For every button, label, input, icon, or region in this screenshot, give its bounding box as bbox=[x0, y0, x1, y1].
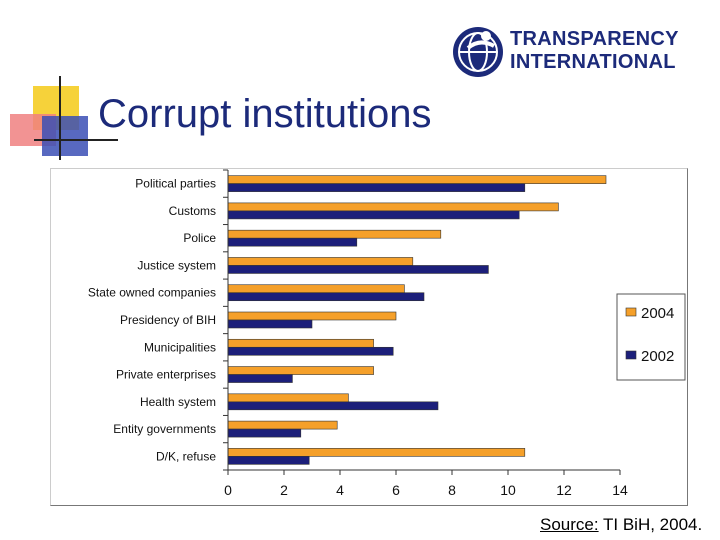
bar-2004-7 bbox=[227, 338, 374, 348]
category-label: State owned companies bbox=[88, 286, 216, 300]
bar-2004-8 bbox=[227, 366, 374, 375]
bar-2004-4 bbox=[227, 257, 414, 266]
category-label: D/K, refuse bbox=[156, 449, 216, 463]
bar-2002-4 bbox=[227, 265, 489, 274]
bar-2002-2 bbox=[227, 210, 520, 220]
x-tick-label: 8 bbox=[448, 482, 456, 498]
bar-2002-10 bbox=[227, 428, 302, 438]
bar-2002-6 bbox=[227, 319, 313, 329]
bar-2002-5 bbox=[227, 292, 425, 302]
source-label: Source: bbox=[540, 515, 599, 534]
bar-2004-11 bbox=[227, 448, 526, 457]
bar-2004-5 bbox=[227, 284, 405, 294]
globe-figure-icon bbox=[453, 27, 503, 77]
category-label: Presidency of BIH bbox=[120, 313, 216, 327]
category-label: Private enterprises bbox=[116, 368, 216, 382]
slide-title: Corrupt institutions bbox=[98, 92, 432, 136]
title-decoration bbox=[10, 76, 118, 160]
legend-label-2002: 2002 bbox=[641, 348, 674, 365]
category-label: Police bbox=[183, 231, 216, 245]
bar-2004-3 bbox=[227, 229, 442, 239]
x-tick-label: 10 bbox=[500, 482, 516, 498]
bar-2004-6 bbox=[227, 311, 397, 321]
category-label: Political parties bbox=[135, 177, 216, 191]
transparency-international-logo: TRANSPARENCY INTERNATIONAL bbox=[450, 22, 700, 82]
x-tick-label: 6 bbox=[392, 482, 400, 498]
category-label: Municipalities bbox=[144, 340, 216, 354]
bar-2002-11 bbox=[227, 456, 310, 465]
category-label: Customs bbox=[169, 204, 216, 218]
legend-swatch-2004 bbox=[625, 307, 637, 317]
bar-2004-10 bbox=[227, 420, 338, 430]
legend-label-2004: 2004 bbox=[641, 305, 674, 322]
chart-frame bbox=[50, 168, 688, 506]
bar-2004-2 bbox=[227, 202, 559, 212]
category-label: Entity governments bbox=[113, 422, 216, 436]
category-label: Justice system bbox=[137, 258, 216, 272]
x-tick-label: 14 bbox=[612, 482, 628, 498]
x-tick-label: 2 bbox=[280, 482, 288, 498]
bar-2002-7 bbox=[227, 346, 394, 356]
bar-2004-9 bbox=[227, 393, 349, 403]
logo-line-2: INTERNATIONAL bbox=[510, 51, 676, 73]
x-tick-label: 12 bbox=[556, 482, 572, 498]
bar-2002-3 bbox=[227, 237, 358, 247]
legend-swatch-2002 bbox=[625, 350, 637, 360]
x-tick-label: 0 bbox=[224, 482, 232, 498]
x-tick-label: 4 bbox=[336, 482, 344, 498]
category-label: Health system bbox=[140, 395, 216, 409]
bar-2002-1 bbox=[227, 183, 526, 192]
logo-line-1: TRANSPARENCY bbox=[510, 28, 679, 50]
source-text: TI BiH, 2004. bbox=[598, 515, 703, 534]
source-note: Source: TI BiH, 2004. bbox=[540, 515, 702, 535]
deco-blue-square bbox=[42, 116, 88, 156]
bar-2002-8 bbox=[227, 374, 293, 383]
bar-2004-1 bbox=[227, 175, 607, 184]
bar-2002-9 bbox=[227, 401, 439, 411]
